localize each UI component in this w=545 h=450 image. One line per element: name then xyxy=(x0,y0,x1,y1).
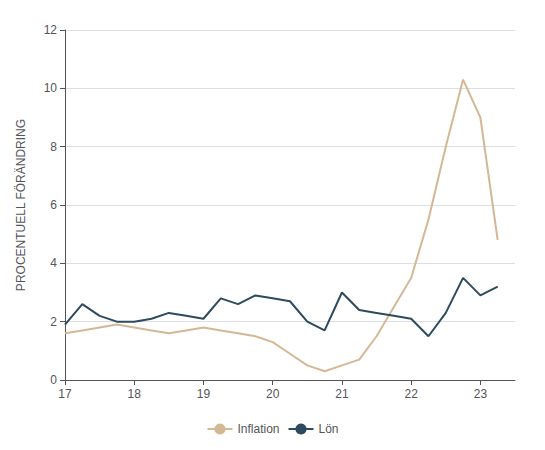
svg-text:4: 4 xyxy=(50,256,57,270)
svg-text:0: 0 xyxy=(50,373,57,387)
svg-text:10: 10 xyxy=(44,81,58,95)
svg-text:Inflation: Inflation xyxy=(237,422,279,436)
svg-text:PROCENTUELL FÖRÄNDRING: PROCENTUELL FÖRÄNDRING xyxy=(14,119,28,291)
svg-text:Lön: Lön xyxy=(319,422,339,436)
svg-text:12: 12 xyxy=(44,23,58,37)
svg-text:21: 21 xyxy=(335,387,349,401)
svg-text:6: 6 xyxy=(50,198,57,212)
svg-text:20: 20 xyxy=(266,387,280,401)
svg-text:19: 19 xyxy=(197,387,211,401)
svg-text:2: 2 xyxy=(50,315,57,329)
svg-text:23: 23 xyxy=(474,387,488,401)
svg-text:18: 18 xyxy=(128,387,142,401)
svg-text:8: 8 xyxy=(50,140,57,154)
svg-text:22: 22 xyxy=(404,387,418,401)
svg-text:17: 17 xyxy=(58,387,72,401)
